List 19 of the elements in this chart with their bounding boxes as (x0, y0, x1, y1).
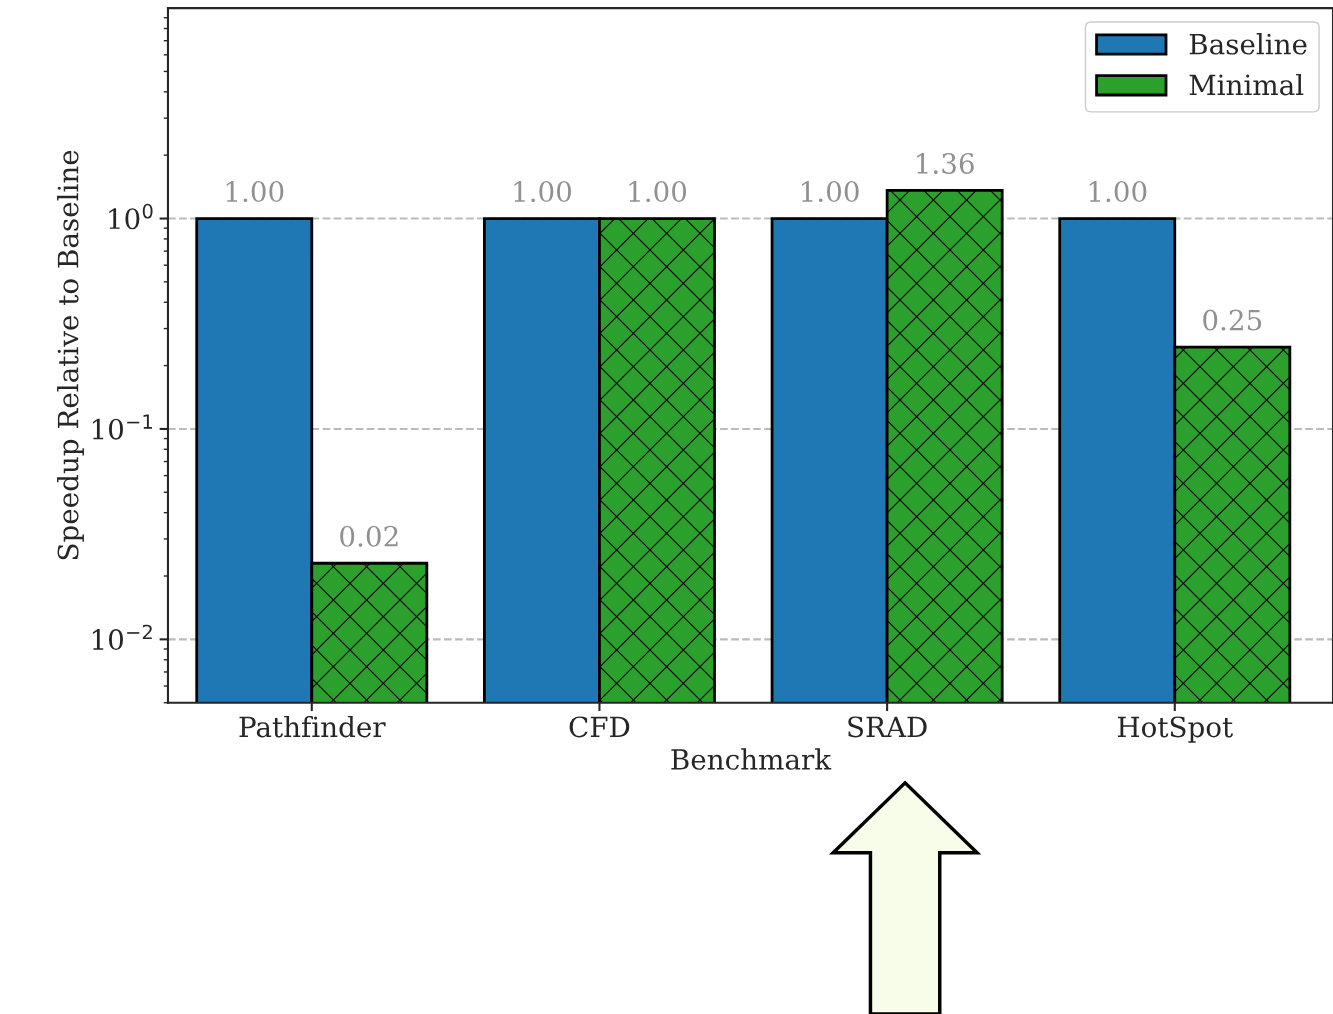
x-tick-label: SRAD (848, 716, 927, 738)
legend-label: Minimal (1189, 73, 1304, 96)
y-tick-label: 10$^{0}$ (109, 203, 153, 230)
x-tick-label: CFD (569, 716, 630, 738)
data-label: 1.00 (802, 181, 859, 203)
y-tick-label: 10$^{−1}$ (92, 414, 152, 440)
y-tick-label: 10$^{−2}$ (92, 624, 152, 651)
legend-label: Baseline (1189, 33, 1307, 55)
y-axis-title: Speedup Relative to Baseline (57, 150, 84, 560)
data-label: 1.00 (226, 181, 284, 203)
x-tick-label: Pathfinder (239, 715, 386, 738)
data-label: 1.36 (917, 152, 974, 174)
data-label: 0.25 (1203, 309, 1262, 331)
data-label: 1.00 (514, 181, 571, 203)
x-tick-label: HotSpot (1117, 716, 1233, 743)
data-label: 1.00 (629, 181, 687, 203)
data-label: 0.02 (340, 525, 398, 547)
data-label: 1.00 (1089, 181, 1147, 203)
x-axis-title: Benchmark (671, 748, 832, 770)
